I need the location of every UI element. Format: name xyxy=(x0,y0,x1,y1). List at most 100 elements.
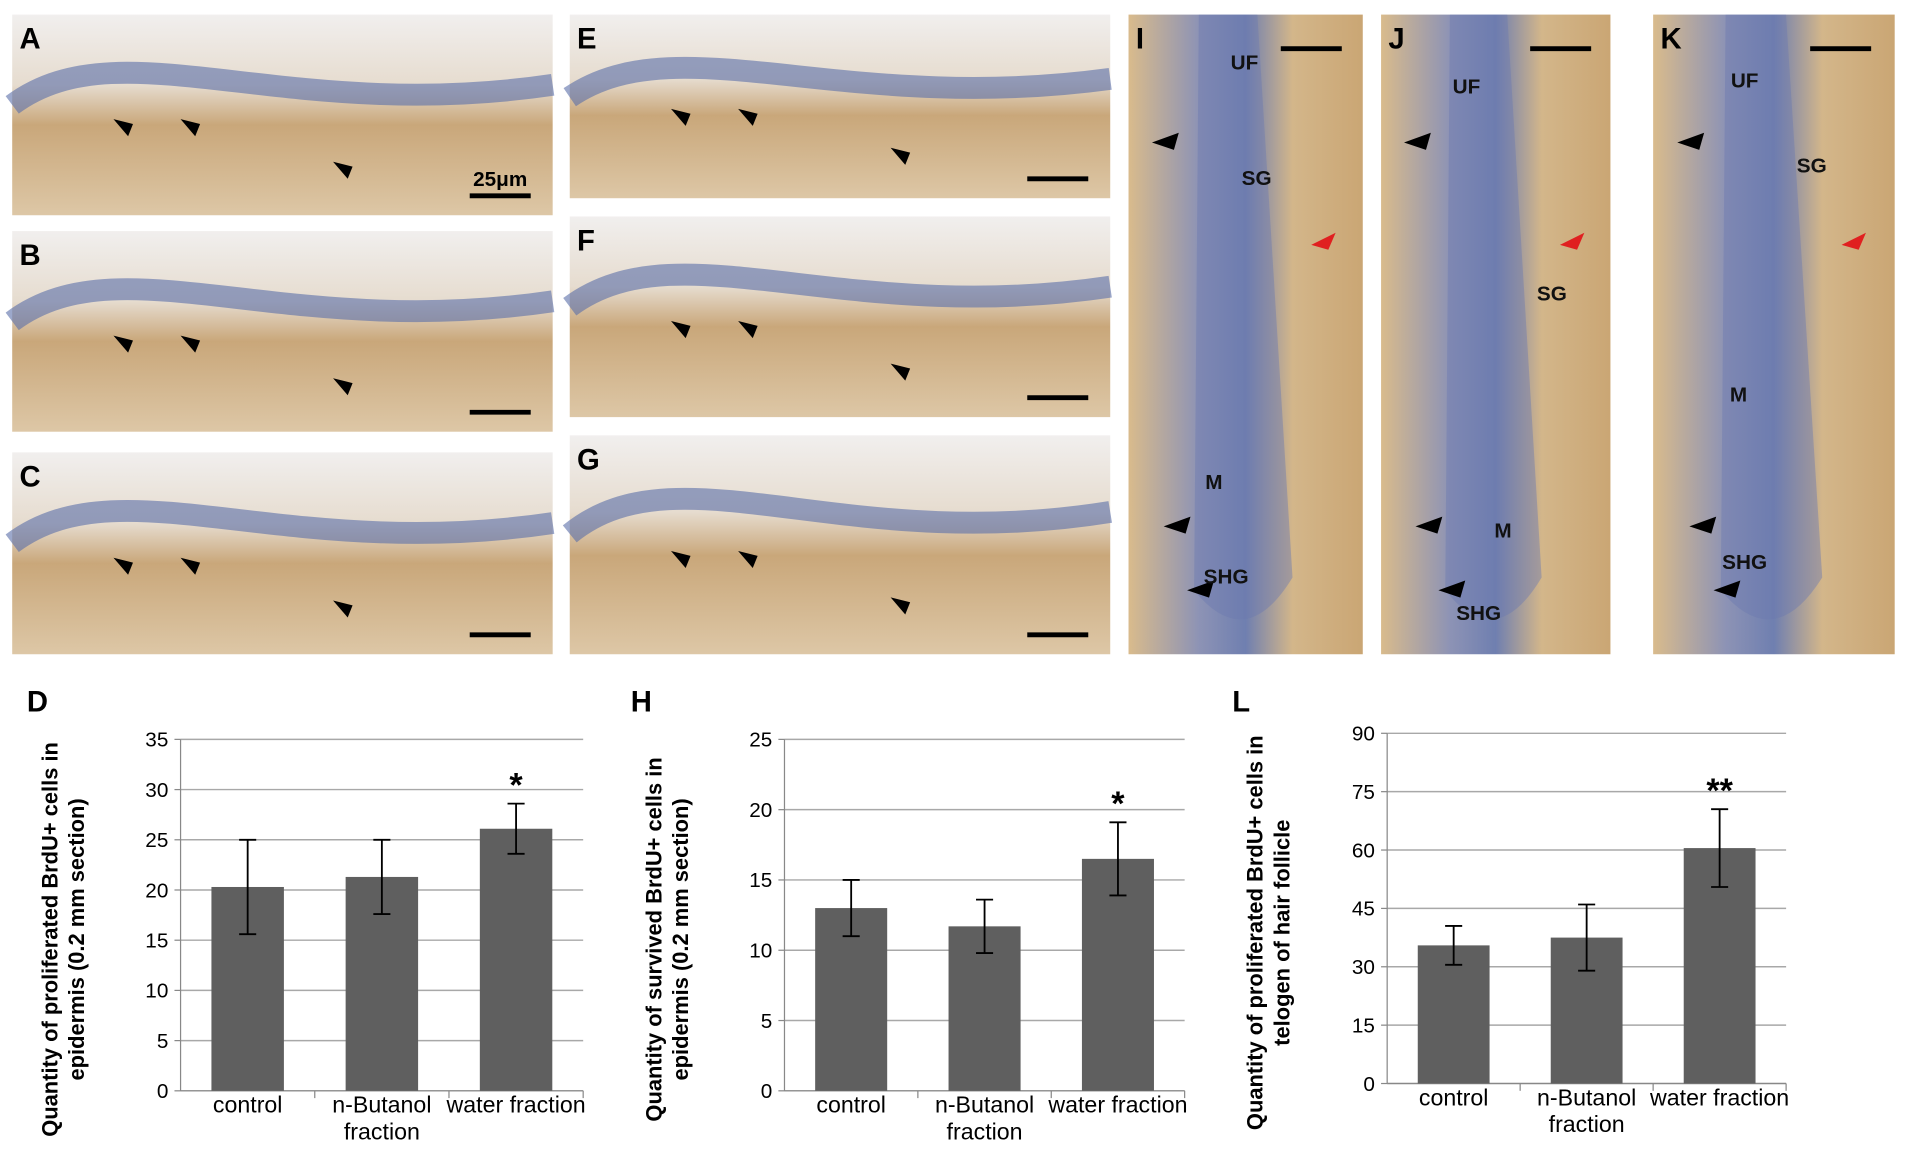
y-tick-label: 15 xyxy=(145,930,168,953)
panel-label: G xyxy=(577,444,600,476)
y-title-group: Quantity of proliferated BrdU+ cells in … xyxy=(38,742,89,1137)
panel-label: F xyxy=(577,226,595,258)
arrowhead xyxy=(333,600,353,618)
panel-label: D xyxy=(27,686,48,718)
epidermis-layer xyxy=(562,487,1112,543)
category-box: n-Butanol fraction xyxy=(332,1093,431,1145)
structure-label: SHG xyxy=(1204,566,1249,589)
micrograph xyxy=(12,452,553,655)
hair-follicle xyxy=(1445,14,1542,620)
arrowhead xyxy=(180,335,201,353)
panel-label: E xyxy=(577,24,597,56)
category-box: water fraction xyxy=(1048,1093,1187,1119)
x-tick-label: control xyxy=(816,1093,886,1119)
arrowhead xyxy=(113,119,133,137)
epidermis-layer xyxy=(5,499,555,553)
arrowhead-red xyxy=(1559,232,1585,250)
y-title-group: Quantity of survived BrdU+ cells in epid… xyxy=(641,757,693,1122)
significance-mark: * xyxy=(509,766,523,804)
y-tick-label: 10 xyxy=(749,940,772,963)
structure-label: SG xyxy=(1537,282,1567,305)
structure-label: UF xyxy=(1731,70,1759,93)
arrowhead xyxy=(890,147,911,165)
arrowhead xyxy=(671,321,691,339)
panel-label: I xyxy=(1136,24,1144,56)
category-box: n-Butanol fraction xyxy=(1537,1085,1637,1139)
x-tick-label: n-Butanol fraction xyxy=(1537,1085,1637,1139)
y-tick-label: 0 xyxy=(1363,1073,1375,1096)
y-tick-label: 25 xyxy=(749,729,772,752)
arrowhead xyxy=(1404,132,1431,150)
y-title-box: Quantity of proliferated BrdU+ cells in … xyxy=(38,742,89,1137)
y-tick-label: 0 xyxy=(761,1080,773,1103)
y-title-group: Quantity of proliferated BrdU+ cells in … xyxy=(1243,735,1294,1130)
epidermis-layer xyxy=(563,263,1112,316)
significance-mark: * xyxy=(1111,785,1125,823)
y-tick-label: 60 xyxy=(1352,839,1375,862)
panel-label: C xyxy=(20,461,41,493)
arrowhead xyxy=(1677,132,1705,150)
arrowhead xyxy=(113,335,133,353)
panel-label: J xyxy=(1388,24,1404,56)
x-tick-label: control xyxy=(212,1093,283,1119)
y-tick-label: 35 xyxy=(145,729,168,752)
structure-label: UF xyxy=(1231,51,1259,74)
arrowhead xyxy=(1415,516,1443,534)
micrograph xyxy=(569,216,1111,418)
micrograph xyxy=(12,231,553,432)
micrograph xyxy=(1653,14,1895,655)
y-axis-title: Quantity of survived BrdU+ cells in epid… xyxy=(641,757,693,1122)
structure-label: M xyxy=(1494,520,1511,543)
y-title-box: Quantity of survived BrdU+ cells in epid… xyxy=(641,757,693,1122)
category-box: control xyxy=(1418,1085,1489,1112)
panel-label: A xyxy=(20,24,41,56)
structure-label: M xyxy=(1205,471,1222,494)
arrowhead-red xyxy=(1311,232,1336,250)
epidermis-layer xyxy=(5,278,555,331)
structure-label: SHG xyxy=(1456,602,1501,625)
epidermis-layer xyxy=(563,56,1112,107)
panel-label: L xyxy=(1232,686,1250,718)
y-tick-label: 75 xyxy=(1352,781,1375,804)
structure-label: UF xyxy=(1453,76,1481,99)
arrowhead xyxy=(671,108,691,126)
arrowhead xyxy=(1713,580,1741,598)
arrowhead xyxy=(1187,580,1214,598)
category-box: control xyxy=(212,1093,283,1119)
y-tick-label: 20 xyxy=(749,799,772,822)
y-tick-label: 45 xyxy=(1352,898,1375,921)
y-tick-label: 15 xyxy=(749,869,772,892)
x-tick-label: water fraction xyxy=(446,1093,586,1119)
arrowhead xyxy=(890,363,911,381)
structure-label: SHG xyxy=(1722,551,1767,574)
bar xyxy=(815,908,888,1091)
structure-label: SG xyxy=(1797,155,1827,178)
x-tick-label: control xyxy=(1418,1085,1489,1112)
arrowhead xyxy=(113,557,133,575)
y-tick-label: 15 xyxy=(1352,1014,1375,1037)
y-tick-label: 30 xyxy=(145,779,168,802)
arrowhead xyxy=(671,550,691,569)
y-tick-label: 25 xyxy=(145,829,168,852)
category-box: n-Butanol fraction xyxy=(935,1093,1034,1145)
x-tick-label: water fraction xyxy=(1650,1085,1790,1112)
structure-label: M xyxy=(1730,383,1747,406)
arrowhead xyxy=(180,119,201,137)
arrowhead xyxy=(890,597,911,615)
hair-follicle xyxy=(1720,14,1823,620)
scale-bar-label: 25μm xyxy=(473,168,527,191)
arrowhead xyxy=(1163,516,1191,534)
arrowhead xyxy=(1438,580,1466,598)
panel-label: H xyxy=(631,686,652,718)
y-tick-label: 0 xyxy=(157,1080,169,1103)
y-tick-label: 90 xyxy=(1352,723,1375,746)
micrograph xyxy=(569,435,1111,655)
micrograph xyxy=(569,14,1111,199)
micrograph xyxy=(12,14,553,216)
arrowhead-red xyxy=(1841,232,1866,250)
arrowhead xyxy=(180,557,201,575)
micrograph xyxy=(1381,14,1611,655)
arrowhead xyxy=(333,161,353,179)
